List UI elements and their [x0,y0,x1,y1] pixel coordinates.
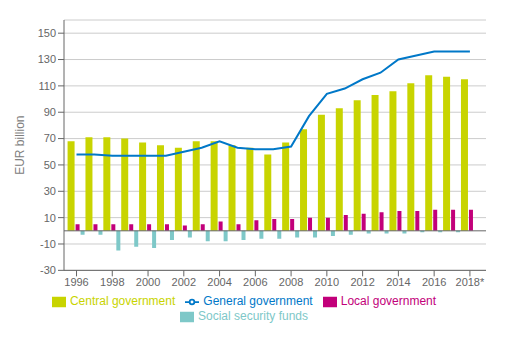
svg-text:2010: 2010 [315,276,339,288]
html-text:Social security funds: Social security funds [198,309,308,324]
svg-text:1996: 1996 [64,276,88,288]
svg-text:50: 50 [44,159,56,171]
svg-text:2012: 2012 [350,276,374,288]
svg-text:1998: 1998 [100,276,124,288]
html-text:Central government: Central government [69,294,176,309]
svg-text:-30: -30 [40,264,56,276]
svg-text:-10: -10 [40,238,56,250]
svg-text:110: 110 [38,80,56,92]
svg-text:2004: 2004 [207,276,231,288]
svg-text:90: 90 [44,106,56,118]
svg-text:2002: 2002 [172,276,196,288]
svg-text:150: 150 [38,27,56,39]
svg-text:2008: 2008 [279,276,303,288]
svg-text:2000: 2000 [136,276,160,288]
svg-text:2018*: 2018* [456,276,485,288]
svg-text:10: 10 [44,212,56,224]
svg-text:2006: 2006 [243,276,267,288]
svg-text:70: 70 [44,132,56,144]
svg-text:2014: 2014 [386,276,410,288]
html-text:Local government: Local government [340,294,437,309]
html-text:General government: General government [203,294,313,309]
svg-text:EUR billion: EUR billion [13,115,27,174]
svg-text:2016: 2016 [422,276,446,288]
svg-text:130: 130 [38,53,56,65]
svg-text:30: 30 [44,185,56,197]
